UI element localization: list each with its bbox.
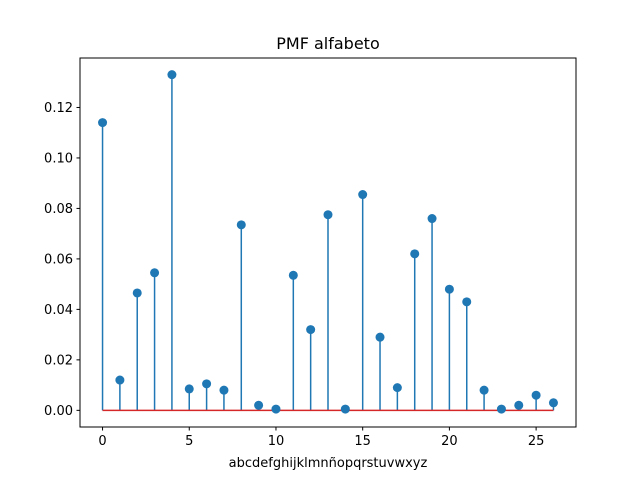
stem-marker-10	[271, 404, 281, 414]
y-tick-label-3: 0.06	[44, 252, 73, 267]
plot-frame	[79, 57, 577, 428]
stem-marker-8	[236, 220, 246, 230]
x-axis: 0 5 10 15 20 25	[98, 427, 544, 449]
plot-area	[79, 57, 577, 428]
stem-marker-2	[132, 288, 142, 298]
y-tick-label-5: 0.10	[44, 151, 73, 166]
x-tick-label-5: 25	[528, 434, 545, 449]
stem-marker-24	[514, 400, 524, 410]
stem-marker-25	[531, 390, 541, 400]
stem-marker-4	[167, 70, 177, 80]
x-tick-label-0: 0	[98, 434, 106, 449]
y-tick-label-2: 0.04	[44, 303, 73, 318]
stem-marker-19	[427, 214, 437, 224]
stem-marker-16	[375, 332, 385, 342]
stem-marker-15	[358, 190, 368, 200]
x-tick-label-3: 15	[354, 434, 371, 449]
y-tick-label-4: 0.08	[44, 202, 73, 217]
stem-marker-17	[392, 383, 402, 393]
chart-title: PMF alfabeto	[276, 34, 380, 53]
stem-marker-18	[410, 249, 420, 259]
stem-marker-7	[219, 385, 229, 395]
stem-marker-12	[306, 325, 316, 335]
y-tick-label-0: 0.00	[44, 404, 73, 419]
stem-marker-14	[340, 404, 350, 414]
stem-marker-1	[115, 375, 125, 385]
stem-marker-0	[98, 118, 108, 128]
stem-marker-22	[479, 385, 489, 395]
stem-marker-5	[184, 384, 194, 394]
x-tick-label-1: 5	[185, 434, 193, 449]
stem-marker-6	[202, 379, 212, 389]
stem-marker-11	[288, 270, 298, 280]
stem-marker-21	[462, 297, 472, 307]
x-tick-label-2: 10	[268, 434, 285, 449]
x-tick-label-4: 20	[441, 434, 458, 449]
y-tick-label-1: 0.02	[44, 353, 73, 368]
stem-marker-9	[254, 400, 264, 410]
y-tick-label-6: 0.12	[44, 101, 73, 116]
x-axis-label: abcdefghijklmnñopqrstuvwxyz	[229, 456, 428, 471]
stem-marker-26	[548, 398, 558, 408]
stem-marker-13	[323, 210, 333, 220]
stem-marker-23	[496, 404, 506, 414]
stem-marker-3	[150, 268, 160, 278]
stem-marker-20	[444, 284, 454, 294]
y-axis: 0.00 0.02 0.04 0.06 0.08 0.10 0.12	[44, 101, 80, 419]
